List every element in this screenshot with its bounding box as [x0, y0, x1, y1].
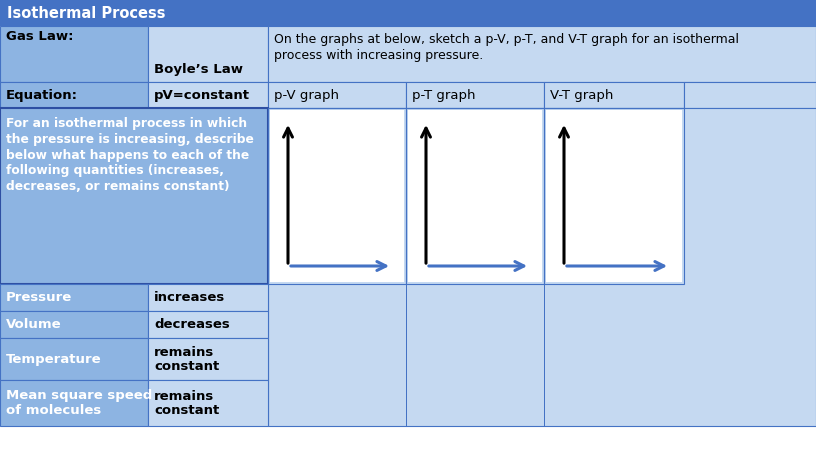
Bar — [268, 82, 406, 108]
Text: p-V graph: p-V graph — [274, 89, 339, 101]
Bar — [0, 380, 148, 426]
Bar — [270, 110, 404, 282]
Text: Temperature: Temperature — [6, 353, 102, 365]
Bar — [408, 110, 542, 282]
Text: On the graphs at below, sketch a p-V, p-T, and V-T graph for an isothermal: On the graphs at below, sketch a p-V, p-… — [274, 34, 739, 46]
Text: pV=constant: pV=constant — [154, 89, 250, 101]
Bar — [544, 108, 545, 426]
Bar — [544, 82, 684, 108]
Bar — [148, 311, 268, 338]
Bar — [148, 284, 268, 311]
Text: decreases, or remains constant): decreases, or remains constant) — [6, 179, 229, 192]
Text: Volume: Volume — [6, 318, 62, 331]
Text: p-T graph: p-T graph — [412, 89, 476, 101]
Text: Equation:: Equation: — [6, 89, 78, 101]
Bar — [406, 108, 407, 426]
Bar — [406, 82, 544, 108]
Bar — [268, 108, 816, 426]
Bar — [0, 0, 816, 26]
Text: constant: constant — [154, 403, 220, 416]
Text: Boyle’s Law: Boyle’s Law — [154, 63, 243, 77]
Text: Pressure: Pressure — [6, 291, 73, 304]
Text: the pressure is increasing, describe: the pressure is increasing, describe — [6, 133, 254, 146]
Text: remains: remains — [154, 390, 215, 403]
Bar — [0, 338, 148, 380]
Text: V-T graph: V-T graph — [550, 89, 614, 101]
Text: constant: constant — [154, 359, 220, 373]
Text: increases: increases — [154, 291, 225, 304]
Bar — [148, 380, 268, 426]
Text: process with increasing pressure.: process with increasing pressure. — [274, 50, 483, 62]
Bar — [0, 82, 148, 108]
Text: remains: remains — [154, 346, 215, 358]
Bar — [148, 338, 268, 380]
Bar — [0, 108, 268, 284]
Text: below what happens to each of the: below what happens to each of the — [6, 149, 249, 162]
Text: Isothermal Process: Isothermal Process — [7, 6, 166, 21]
Text: decreases: decreases — [154, 318, 230, 331]
Bar — [546, 110, 682, 282]
Bar — [406, 108, 544, 284]
Text: Mean square speed: Mean square speed — [6, 390, 153, 403]
Text: of molecules: of molecules — [6, 403, 101, 416]
Bar — [0, 26, 148, 82]
Text: For an isothermal process in which: For an isothermal process in which — [6, 118, 247, 130]
Bar — [0, 311, 148, 338]
Text: following quantities (increases,: following quantities (increases, — [6, 164, 224, 177]
Bar — [0, 284, 148, 311]
Text: Gas Law:: Gas Law: — [6, 29, 73, 43]
Bar — [148, 26, 268, 82]
Bar — [684, 82, 816, 108]
Bar — [268, 26, 816, 82]
Bar — [268, 108, 406, 284]
Bar — [148, 82, 268, 108]
Bar — [544, 108, 684, 284]
